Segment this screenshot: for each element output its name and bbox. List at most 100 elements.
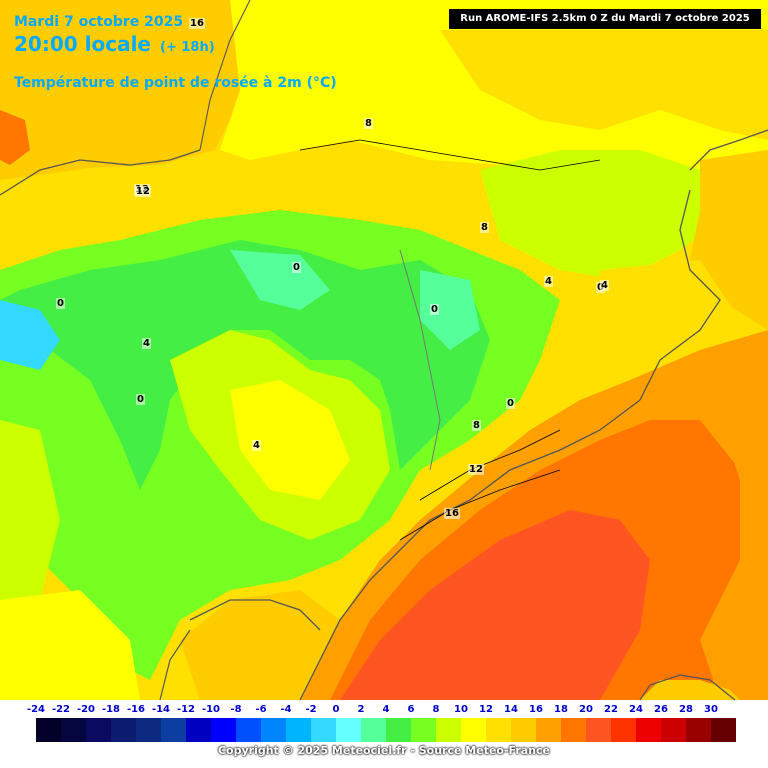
legend-swatch bbox=[186, 718, 212, 742]
legend-swatch bbox=[636, 718, 662, 742]
field-nw-deep-orange bbox=[0, 110, 30, 165]
field-west-yellow bbox=[0, 420, 60, 620]
legend-swatch bbox=[361, 718, 387, 742]
forecast-date: Mardi 7 octobre 2025 bbox=[14, 14, 184, 30]
legend-tick-label: 4 bbox=[382, 704, 390, 715]
legend-swatch bbox=[436, 718, 462, 742]
isoline-label: 8 bbox=[364, 118, 373, 129]
legend-tick-label: -10 bbox=[201, 704, 221, 715]
legend-tick-label: -6 bbox=[255, 704, 267, 715]
legend-swatch bbox=[711, 718, 736, 742]
isoline-label: 4 bbox=[252, 440, 261, 451]
legend-swatch bbox=[211, 718, 237, 742]
field-ne-green bbox=[480, 150, 720, 280]
legend-tick-label: 16 bbox=[529, 704, 543, 715]
legend-tick-label: -14 bbox=[151, 704, 171, 715]
legend-swatch bbox=[336, 718, 362, 742]
legend-swatch bbox=[311, 718, 337, 742]
color-legend bbox=[36, 718, 736, 742]
isoline-label: 4 bbox=[544, 276, 553, 287]
river-line bbox=[399, 249, 441, 471]
field-east-coast-orange bbox=[700, 400, 768, 700]
legend-tick-label: -8 bbox=[230, 704, 242, 715]
legend-swatch bbox=[536, 718, 562, 742]
legend-swatch bbox=[486, 718, 512, 742]
field-corsica bbox=[640, 680, 740, 700]
legend-swatch bbox=[386, 718, 412, 742]
contour-16-sea bbox=[399, 469, 561, 541]
field-yellow-center-2 bbox=[230, 380, 350, 500]
legend-tick-label: 26 bbox=[654, 704, 668, 715]
legend-tick-label: 20 bbox=[579, 704, 593, 715]
coastline-north bbox=[0, 149, 201, 196]
run-info: Run AROME-IFS 2.5km 0 Z du Mardi 7 octob… bbox=[449, 9, 761, 29]
legend-swatch bbox=[686, 718, 712, 742]
border-east bbox=[689, 129, 768, 171]
legend-swatch bbox=[86, 718, 112, 742]
isoline-label: 0 bbox=[506, 398, 515, 409]
border-east-2 bbox=[639, 189, 721, 401]
legend-swatch bbox=[511, 718, 537, 742]
legend-swatch bbox=[236, 718, 262, 742]
forecast-time: 20:00 locale bbox=[14, 32, 151, 56]
field-sw-yellow bbox=[0, 590, 140, 700]
coastline-med bbox=[299, 399, 641, 701]
isoline-label: 12 bbox=[135, 186, 151, 197]
field-green-deep bbox=[0, 240, 490, 490]
legend-tick-label: -2 bbox=[305, 704, 317, 715]
field-green-aqua bbox=[230, 250, 330, 310]
legend-swatch bbox=[111, 718, 137, 742]
coastline-sw bbox=[159, 629, 191, 701]
legend-swatch bbox=[661, 718, 687, 742]
legend-swatch bbox=[261, 718, 287, 742]
contour-12-sea bbox=[419, 429, 561, 501]
legend-swatch bbox=[561, 718, 587, 742]
legend-tick-label: -4 bbox=[280, 704, 292, 715]
isoline-label: 16 bbox=[189, 18, 205, 29]
legend-swatch bbox=[586, 718, 612, 742]
parameter-title: Température de point de rosée à 2m (°C) bbox=[14, 75, 337, 91]
legend-tick-label: -18 bbox=[101, 704, 121, 715]
field-sea-red bbox=[340, 510, 650, 700]
coastline-gulf bbox=[189, 599, 321, 631]
isoline-label: 8 bbox=[472, 420, 481, 431]
legend-swatch bbox=[286, 718, 312, 742]
isoline-label: 0 bbox=[292, 262, 301, 273]
legend-tick-label: 22 bbox=[604, 704, 618, 715]
legend-swatch bbox=[611, 718, 637, 742]
legend-tick-label: 8 bbox=[432, 704, 440, 715]
field-cyan-west bbox=[0, 300, 60, 370]
legend-tick-label: -20 bbox=[76, 704, 96, 715]
legend-tick-label: 10 bbox=[454, 704, 468, 715]
legend-tick-label: -12 bbox=[176, 704, 196, 715]
border-west bbox=[199, 0, 251, 151]
legend-swatch bbox=[461, 718, 487, 742]
legend-tick-label: 12 bbox=[479, 704, 493, 715]
isoline-label: 0 bbox=[430, 304, 439, 315]
legend-tick-label: 30 bbox=[704, 704, 718, 715]
field-s-orange bbox=[180, 590, 340, 700]
legend-tick-label: -24 bbox=[26, 704, 46, 715]
legend-tick-label: 6 bbox=[407, 704, 415, 715]
legend-swatch bbox=[61, 718, 87, 742]
field-green-aqua-2 bbox=[420, 270, 480, 350]
legend-tick-label: 28 bbox=[679, 704, 693, 715]
field-nw-orange bbox=[0, 0, 260, 180]
isoline-label: 4 bbox=[142, 338, 151, 349]
legend-swatch bbox=[136, 718, 162, 742]
isoline-label: 4 bbox=[600, 280, 609, 291]
isoline-label: 16 bbox=[444, 508, 460, 519]
legend-swatch bbox=[161, 718, 187, 742]
copyright-notice: Copyright © 2025 Meteociel.fr - Source M… bbox=[217, 744, 551, 757]
forecast-lead-time: (+ 18h) bbox=[160, 40, 215, 55]
legend-tick-label: 18 bbox=[554, 704, 568, 715]
contour-8-north bbox=[299, 139, 601, 171]
isoline-label: 0 bbox=[56, 298, 65, 309]
legend-swatch bbox=[36, 718, 62, 742]
legend-tick-label: -16 bbox=[126, 704, 146, 715]
legend-tick-label: 2 bbox=[357, 704, 365, 715]
isoline-label: 0 bbox=[136, 394, 145, 405]
isoline-label: 8 bbox=[480, 222, 489, 233]
legend-tick-label: 14 bbox=[504, 704, 518, 715]
